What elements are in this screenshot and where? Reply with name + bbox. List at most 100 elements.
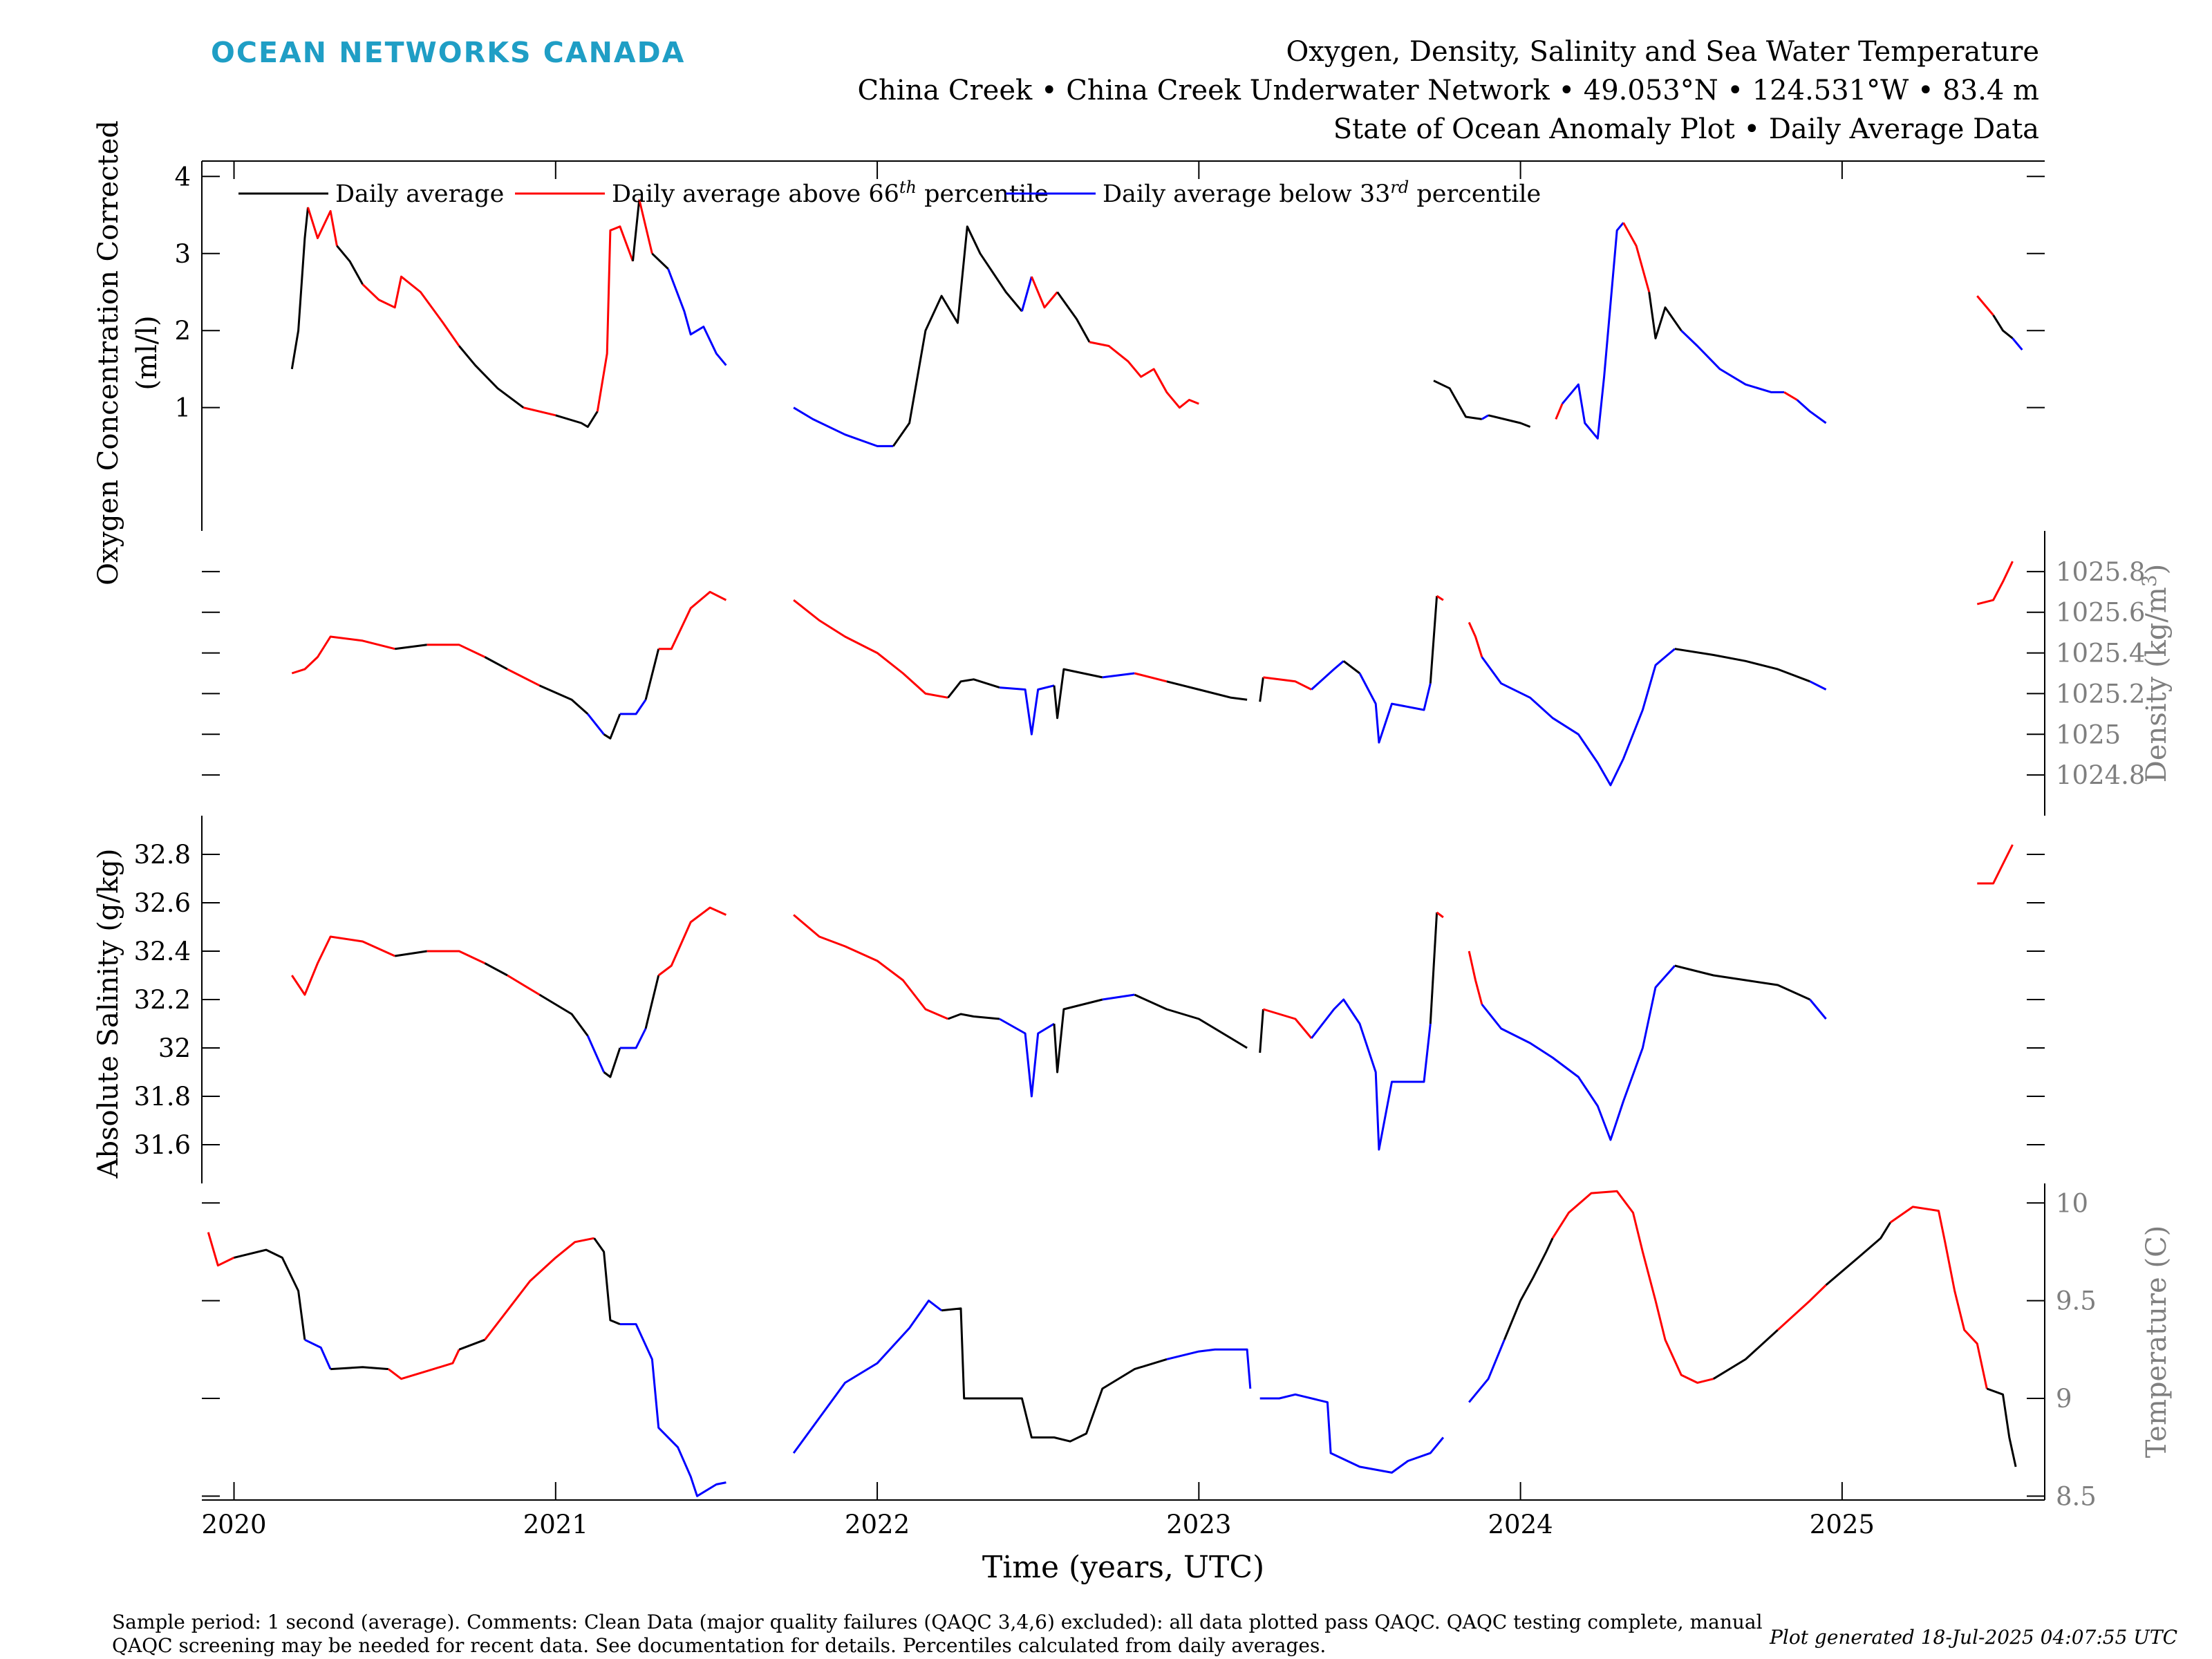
x-tick-label: 2025 xyxy=(1810,1510,1875,1539)
salinity-series-0-n xyxy=(484,962,508,977)
oxygen-series-3-n xyxy=(1648,292,1683,339)
temperature-series-1-n xyxy=(941,1307,1168,1443)
salinity-series-1-n xyxy=(947,1013,1000,1020)
density-series-2-b xyxy=(1311,660,1344,691)
salinity-series-0-a xyxy=(291,935,395,996)
oxygen-series-0-a xyxy=(362,275,460,347)
density-tick-label: 1025.6 xyxy=(2056,598,2145,628)
temperature-series-0-b xyxy=(619,1323,727,1497)
salinity-series-1-b xyxy=(999,1018,1055,1098)
salinity-series-2-n xyxy=(1429,912,1438,1024)
oxygen-series-3-b xyxy=(1796,399,1827,424)
footer-comment: Sample period: 1 second (average). Comme… xyxy=(112,1611,1763,1657)
oxygen-tick-label: 2 xyxy=(174,316,191,346)
density-series-2-a xyxy=(1436,594,1444,601)
temperature-series-0-a xyxy=(207,1232,235,1267)
oxygen-series-2-n xyxy=(1433,379,1483,420)
oxygen-series-2-n xyxy=(1488,414,1531,428)
x-tick-label: 2020 xyxy=(201,1510,266,1539)
salinity-series-3-n xyxy=(1674,964,1811,1001)
oxygen-series-1-b xyxy=(1020,276,1033,312)
oxygen-series-0-n xyxy=(336,245,364,285)
density-series-3-b xyxy=(1481,648,1676,787)
density-series-1-b xyxy=(1102,672,1135,679)
oxygen-series-0-a xyxy=(596,225,634,412)
salinity-tick-label: 32.6 xyxy=(134,888,191,918)
temperature-series-3-b xyxy=(1468,1339,1506,1403)
salinity-series-0-a xyxy=(657,906,727,977)
oxygen-series-1-a xyxy=(1089,341,1199,409)
density-tick-label: 1025.2 xyxy=(2056,679,2145,709)
temperature-tick-label: 9.5 xyxy=(2056,1286,2097,1316)
density-series-1-a xyxy=(793,599,948,699)
salinity-series-2-n xyxy=(1259,1009,1264,1053)
chart-subtitle-location: China Creek • China Creek Underwater Net… xyxy=(857,75,2039,106)
salinity-series-0-n xyxy=(644,975,660,1029)
oxygen-series-1-n xyxy=(1056,291,1091,343)
salinity-series-2-b xyxy=(1311,998,1432,1151)
oxygen-series-3-a xyxy=(1555,403,1564,420)
temperature-series-3-n xyxy=(1713,1329,1779,1380)
temperature-series-3-a xyxy=(1889,1206,1988,1389)
density-series-0-b xyxy=(587,713,605,735)
legend: Daily average Daily average above 66th pe… xyxy=(238,178,1541,208)
salinity-series-2-a xyxy=(1436,911,1444,919)
salinity-series-4-a xyxy=(1977,844,2014,885)
density-series-0-n xyxy=(538,684,589,715)
temperature-series-3-n xyxy=(1825,1221,1891,1286)
temperature-series-3-n xyxy=(1986,1387,2017,1468)
salinity-tick-label: 31.8 xyxy=(134,1082,191,1112)
density-series-0-n xyxy=(603,713,621,740)
salinity-series-0-a xyxy=(427,950,486,964)
oxygen-tick-label: 4 xyxy=(174,162,191,191)
oxygen-series-1-b xyxy=(793,406,894,447)
oxygen-series-4-b xyxy=(2012,337,2023,351)
salinity-tick-label: 32.4 xyxy=(134,937,191,966)
chart-title: Oxygen, Density, Salinity and Sea Water … xyxy=(1286,36,2040,68)
salinity-series-1-n xyxy=(1134,993,1248,1049)
density-tick-label: 1024.8 xyxy=(2056,760,2145,790)
legend-label-above: Daily average above 66th percentile xyxy=(612,178,1049,208)
salinity-series-1-b xyxy=(1102,993,1135,1001)
salinity-series-0-n xyxy=(603,1047,621,1078)
temperature-series-3-n xyxy=(1503,1237,1554,1340)
density-series-3-b xyxy=(1809,680,1827,691)
density-series-2-n xyxy=(1259,677,1264,702)
x-tick-label: 2023 xyxy=(1166,1510,1231,1539)
density-series-2-a xyxy=(1263,676,1312,691)
x-tick-label: 2021 xyxy=(523,1510,588,1539)
oxygen-tick-label: 1 xyxy=(174,393,191,423)
temperature-tick-label: 10 xyxy=(2056,1188,2088,1218)
density-series-4-a xyxy=(1976,561,2014,606)
density-tick-label: 1025.4 xyxy=(2056,639,2145,668)
salinity-series-0-a xyxy=(507,974,541,996)
density-series-0-a xyxy=(507,668,541,687)
salinity-tick-label: 32.8 xyxy=(134,840,191,870)
oxygen-ylabel-line1: Oxygen Concentration Corrected xyxy=(93,120,124,585)
temperature-series-0-b xyxy=(304,1338,332,1370)
salinity-series-1-n xyxy=(1053,998,1103,1074)
brand-logo-text: OCEAN NETWORKS CANADA xyxy=(211,36,686,69)
density-series-0-n xyxy=(395,644,427,650)
temperature-series-0-a xyxy=(484,1237,594,1341)
temperature-ylabel-text: Temperature (C) xyxy=(2141,1226,2173,1459)
density-series-1-b xyxy=(999,684,1055,735)
salinity-tick-label: 32.2 xyxy=(134,985,191,1015)
oxygen-series-0-n xyxy=(290,207,309,370)
temperature-series-0-n xyxy=(458,1338,485,1351)
oxygen-series-4-n xyxy=(1992,315,2014,339)
temperature-series-0-a xyxy=(387,1349,460,1380)
oxygen-series-1-a xyxy=(1031,276,1058,309)
oxygen-series-0-n xyxy=(458,345,525,409)
density-series-1-a xyxy=(1134,672,1168,683)
density-tick-label: 1025.8 xyxy=(2056,557,2145,587)
density-series-0-a xyxy=(427,644,486,658)
oxygen-tick-label: 3 xyxy=(174,239,191,269)
oxygen-series-3-b xyxy=(1561,222,1624,440)
x-tick-label: 2022 xyxy=(845,1510,910,1539)
density-series-0-a xyxy=(658,590,727,650)
salinity-tick-label: 32 xyxy=(158,1033,191,1063)
x-tick-label: 2024 xyxy=(1488,1510,1553,1539)
